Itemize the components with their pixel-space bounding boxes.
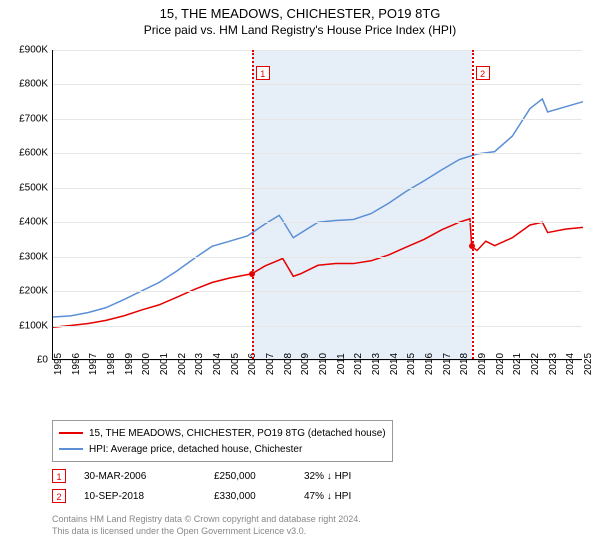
x-axis-label: 2004 — [212, 353, 223, 375]
x-axis-label: 2015 — [406, 353, 417, 375]
y-axis-label: £0 — [37, 355, 48, 366]
chart-title: 15, THE MEADOWS, CHICHESTER, PO19 8TG — [0, 6, 600, 21]
y-axis-label: £800K — [19, 79, 48, 90]
legend-item: HPI: Average price, detached house, Chic… — [59, 441, 386, 457]
y-axis-label: £100K — [19, 320, 48, 331]
x-axis-label: 2021 — [512, 353, 523, 375]
x-axis-label: 2010 — [318, 353, 329, 375]
sale-row: 2 10-SEP-2018£330,00047% ↓ HPI — [52, 486, 424, 506]
series-hpi — [53, 99, 583, 317]
x-axis-label: 2016 — [424, 353, 435, 375]
sale-row-badge: 1 — [52, 469, 66, 483]
x-axis-label: 2018 — [459, 353, 470, 375]
x-axis-label: 2024 — [565, 353, 576, 375]
x-axis-label: 2007 — [265, 353, 276, 375]
sale-marker-dot — [469, 243, 475, 249]
sale-row-badge: 2 — [52, 489, 66, 503]
sale-marker-dot — [249, 271, 255, 277]
gridline-h — [53, 84, 582, 85]
gridline-h — [53, 222, 582, 223]
chart-area: £0£100K£200K£300K£400K£500K£600K£700K£80… — [52, 50, 582, 400]
x-axis-label: 2003 — [194, 353, 205, 375]
gridline-h — [53, 50, 582, 51]
sale-row: 1 30-MAR-2006£250,00032% ↓ HPI — [52, 466, 424, 486]
sale-pct-vs-hpi: 47% ↓ HPI — [304, 491, 424, 502]
gridline-h — [53, 326, 582, 327]
footer-line-1: Contains HM Land Registry data © Crown c… — [52, 514, 361, 526]
y-axis-label: £900K — [19, 45, 48, 56]
footer-attribution: Contains HM Land Registry data © Crown c… — [52, 514, 361, 537]
x-axis-label: 1999 — [124, 353, 135, 375]
footer-line-2: This data is licensed under the Open Gov… — [52, 526, 361, 538]
x-axis-label: 2008 — [283, 353, 294, 375]
series-svg — [53, 50, 583, 360]
plot-area: £0£100K£200K£300K£400K£500K£600K£700K£80… — [52, 50, 582, 360]
x-axis-label: 1996 — [71, 353, 82, 375]
sale-marker-line — [472, 50, 474, 359]
x-axis-label: 2000 — [141, 353, 152, 375]
x-axis-label: 2005 — [230, 353, 241, 375]
title-block: 15, THE MEADOWS, CHICHESTER, PO19 8TG Pr… — [0, 0, 600, 37]
y-axis-label: £400K — [19, 217, 48, 228]
y-axis-label: £500K — [19, 182, 48, 193]
gridline-h — [53, 291, 582, 292]
sale-marker-badge: 1 — [256, 66, 270, 80]
x-axis-label: 2017 — [442, 353, 453, 375]
y-axis-label: £200K — [19, 286, 48, 297]
x-axis-label: 2001 — [159, 353, 170, 375]
x-axis-label: 1998 — [106, 353, 117, 375]
x-axis-label: 1997 — [88, 353, 99, 375]
legend-item: 15, THE MEADOWS, CHICHESTER, PO19 8TG (d… — [59, 425, 386, 441]
x-axis-label: 2012 — [353, 353, 364, 375]
x-axis-label: 2014 — [389, 353, 400, 375]
legend-swatch — [59, 432, 83, 434]
gridline-h — [53, 119, 582, 120]
gridline-h — [53, 257, 582, 258]
x-axis-label: 2020 — [495, 353, 506, 375]
legend-label: HPI: Average price, detached house, Chic… — [89, 444, 302, 455]
y-axis-label: £700K — [19, 113, 48, 124]
gridline-h — [53, 153, 582, 154]
sale-date: 30-MAR-2006 — [84, 471, 214, 482]
sale-pct-vs-hpi: 32% ↓ HPI — [304, 471, 424, 482]
x-axis-label: 2011 — [336, 353, 347, 375]
x-axis-label: 2023 — [548, 353, 559, 375]
y-axis-label: £600K — [19, 148, 48, 159]
sale-price: £330,000 — [214, 491, 304, 502]
x-axis-label: 1995 — [53, 353, 64, 375]
series-price_paid — [53, 219, 583, 328]
x-axis-label: 2013 — [371, 353, 382, 375]
chart-subtitle: Price paid vs. HM Land Registry's House … — [0, 23, 600, 37]
sale-marker-badge: 2 — [476, 66, 490, 80]
x-axis-label: 2002 — [177, 353, 188, 375]
sale-marker-line — [252, 50, 254, 359]
x-axis-label: 2022 — [530, 353, 541, 375]
legend-label: 15, THE MEADOWS, CHICHESTER, PO19 8TG (d… — [89, 428, 386, 439]
gridline-h — [53, 188, 582, 189]
legend-swatch — [59, 448, 83, 450]
sale-date: 10-SEP-2018 — [84, 491, 214, 502]
legend-box: 15, THE MEADOWS, CHICHESTER, PO19 8TG (d… — [52, 420, 393, 462]
y-axis-label: £300K — [19, 251, 48, 262]
x-axis-label: 2025 — [583, 353, 594, 375]
chart-container: 15, THE MEADOWS, CHICHESTER, PO19 8TG Pr… — [0, 0, 600, 560]
x-axis-label: 2019 — [477, 353, 488, 375]
x-axis-label: 2009 — [300, 353, 311, 375]
sales-table: 1 30-MAR-2006£250,00032% ↓ HPI 2 10-SEP-201… — [52, 466, 424, 506]
sale-price: £250,000 — [214, 471, 304, 482]
